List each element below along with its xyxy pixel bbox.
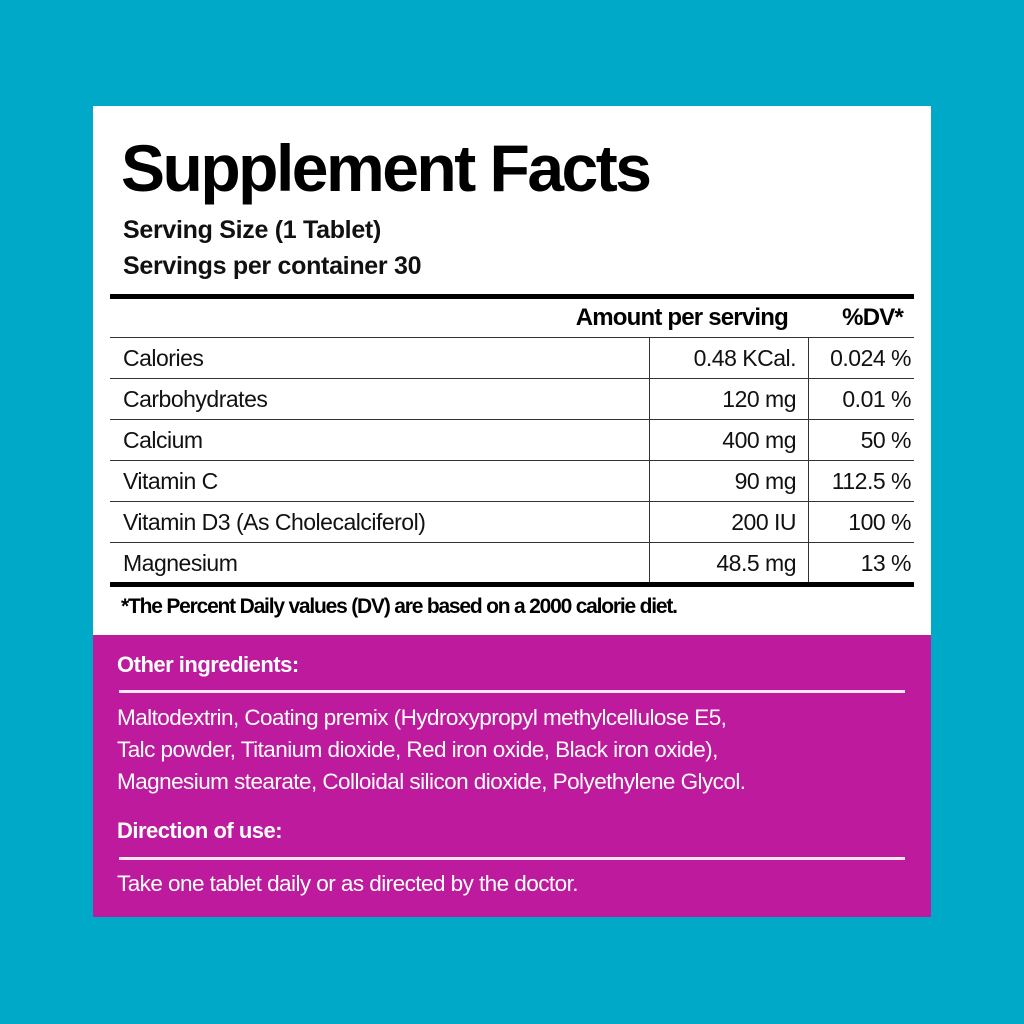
supplement-facts-label: Supplement Facts Serving Size (1 Tablet)… xyxy=(93,106,931,917)
top-rule xyxy=(110,294,914,299)
other-ingredients-text: Maltodextrin, Coating premix (Hydroxypro… xyxy=(117,702,746,798)
ingredients-line: Magnesium stearate, Colloidal silicon di… xyxy=(117,769,746,794)
table-row: Calcium 400 mg 50 % xyxy=(110,419,914,461)
nutrient-amount: 48.5 mg xyxy=(649,542,809,583)
nutrient-dv: 0.01 % xyxy=(808,378,914,420)
table-row: Magnesium 48.5 mg 13 % xyxy=(110,542,914,583)
nutrient-table: Calories 0.48 KCal. 0.024 % Carbohydrates 12… xyxy=(110,337,914,583)
nutrient-amount: 90 mg xyxy=(649,460,809,502)
nutrient-amount: 0.48 KCal. xyxy=(649,337,809,379)
table-row: Vitamin D3 (As Cholecalciferol) 200 IU 100… xyxy=(110,501,914,543)
table-row: Vitamin C 90 mg 112.5 % xyxy=(110,460,914,502)
ingredients-line: Maltodextrin, Coating premix (Hydroxypro… xyxy=(117,705,727,730)
other-ingredients-heading: Other ingredients: xyxy=(117,652,299,677)
divider xyxy=(119,857,905,860)
nutrient-name: Magnesium xyxy=(110,542,650,583)
nutrient-name: Calcium xyxy=(110,419,650,461)
ingredients-line: Talc powder, Titanium dioxide, Red iron … xyxy=(117,737,718,762)
nutrient-dv: 100 % xyxy=(808,501,914,543)
bottom-rule xyxy=(110,582,914,587)
nutrient-dv: 112.5 % xyxy=(808,460,914,502)
serving-size: Serving Size (1 Tablet) xyxy=(123,216,381,244)
table-row: Carbohydrates 120 mg 0.01 % xyxy=(110,378,914,420)
direction-text: Take one tablet daily or as directed by … xyxy=(117,871,579,896)
table-row: Calories 0.48 KCal. 0.024 % xyxy=(110,337,914,379)
nutrient-dv: 13 % xyxy=(808,542,914,583)
servings-per-container: Servings per container 30 xyxy=(123,252,422,280)
nutrient-name: Carbohydrates xyxy=(110,378,650,420)
nutrient-amount: 200 IU xyxy=(649,501,809,543)
footnote: *The Percent Daily values (DV) are based… xyxy=(121,595,678,618)
nutrient-name: Calories xyxy=(110,337,650,379)
nutrient-name: Vitamin D3 (As Cholecalciferol) xyxy=(110,501,650,543)
nutrient-amount: 120 mg xyxy=(649,378,809,420)
divider xyxy=(119,690,905,693)
nutrient-amount: 400 mg xyxy=(649,419,809,461)
amount-header: Amount per serving xyxy=(575,304,789,331)
nutrient-name: Vitamin C xyxy=(110,460,650,502)
dv-header: %DV* xyxy=(842,304,904,331)
nutrient-dv: 50 % xyxy=(808,419,914,461)
nutrient-dv: 0.024 % xyxy=(808,337,914,379)
direction-heading: Direction of use: xyxy=(117,818,283,843)
label-title: Supplement Facts xyxy=(121,131,652,205)
ingredients-section: Other ingredients: Maltodextrin, Coating… xyxy=(93,635,931,917)
